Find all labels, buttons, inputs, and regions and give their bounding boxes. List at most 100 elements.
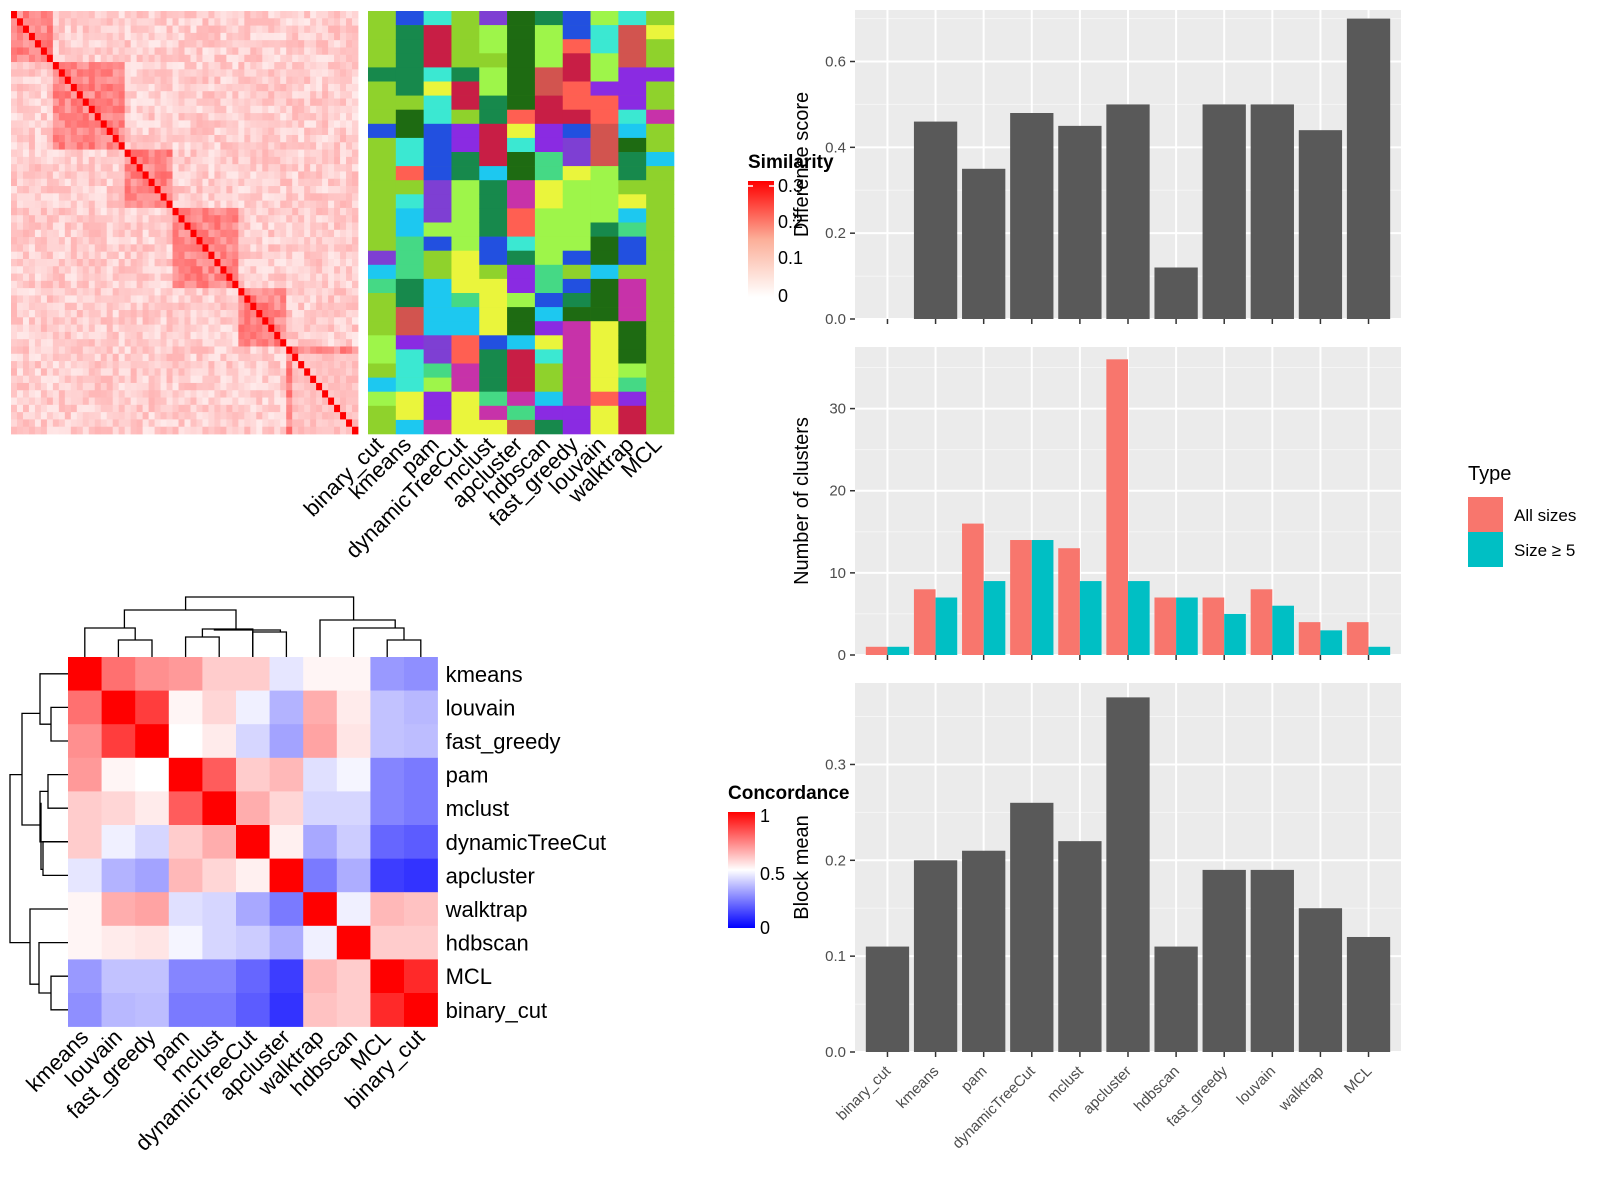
similarity-cell xyxy=(40,251,48,260)
similarity-cell xyxy=(118,382,126,391)
similarity-cell xyxy=(40,186,48,194)
similarity-cell xyxy=(310,40,317,48)
similarity-cell xyxy=(256,368,263,377)
similarity-cell xyxy=(226,164,233,172)
similarity-cell xyxy=(214,11,221,19)
assignment-cell xyxy=(562,236,591,251)
similarity-cell xyxy=(118,273,126,282)
assignment-cell xyxy=(562,53,591,68)
similarity-cell xyxy=(214,120,221,129)
similarity-cell xyxy=(190,120,197,129)
similarity-cell xyxy=(202,186,209,194)
concordance-row-label: mclust xyxy=(446,796,510,821)
similarity-cell xyxy=(220,419,227,428)
concordance-cell xyxy=(135,657,170,691)
similarity-cell xyxy=(232,200,239,209)
similarity-cell xyxy=(106,346,114,355)
similarity-cell xyxy=(280,200,287,209)
similarity-cell xyxy=(130,317,138,325)
similarity-cell xyxy=(142,266,149,274)
similarity-cell xyxy=(82,317,90,325)
concordance-cell xyxy=(236,791,270,826)
similarity-cell xyxy=(208,222,215,231)
similarity-cell xyxy=(100,54,108,63)
similarity-cell xyxy=(346,91,353,99)
similarity-cell xyxy=(118,113,126,121)
similarity-cell xyxy=(94,244,102,253)
similarity-cell xyxy=(190,69,197,78)
similarity-cell xyxy=(286,32,293,41)
similarity-cell xyxy=(202,375,209,384)
similarity-cell xyxy=(22,302,30,311)
similarity-cell xyxy=(46,302,54,311)
similarity-cell xyxy=(202,164,209,172)
similarity-cell xyxy=(292,288,299,296)
similarity-cell xyxy=(196,120,203,129)
similarity-cell xyxy=(190,339,197,347)
similarity-cell xyxy=(124,426,132,435)
similarity-cell xyxy=(22,280,30,289)
similarity-cell xyxy=(232,91,239,99)
similarity-cell xyxy=(88,200,96,209)
similarity-cell xyxy=(304,375,311,384)
similarity-cell xyxy=(196,142,203,150)
similarity-cell xyxy=(106,156,114,165)
similarity-cell xyxy=(244,390,251,398)
dendrogram-branch xyxy=(117,639,153,657)
assignment-cell xyxy=(451,95,480,110)
similarity-cell xyxy=(94,186,102,194)
similarity-cell xyxy=(310,18,317,26)
y-axis-title: Block mean xyxy=(791,815,813,920)
assignment-cell xyxy=(395,405,424,421)
assignment-cell xyxy=(395,335,424,350)
similarity-cell xyxy=(196,288,203,296)
assignment-cell xyxy=(646,194,675,209)
similarity-cell xyxy=(322,288,329,296)
similarity-cell xyxy=(58,222,66,231)
similarity-cell xyxy=(100,273,108,282)
similarity-cell xyxy=(352,295,359,304)
similarity-cell xyxy=(196,382,203,391)
similarity-cell xyxy=(34,273,42,282)
similarity-cell xyxy=(250,193,257,202)
similarity-cell xyxy=(250,134,257,143)
similarity-cell xyxy=(250,127,257,136)
similarity-cell xyxy=(202,134,209,143)
similarity-cell xyxy=(136,25,144,34)
similarity-cell xyxy=(298,11,305,19)
similarity-cell xyxy=(346,237,353,245)
similarity-cell xyxy=(268,186,275,194)
concordance-cell xyxy=(336,892,371,927)
similarity-cell xyxy=(262,18,269,26)
similarity-cell xyxy=(106,324,114,333)
similarity-cell xyxy=(268,229,275,238)
similarity-cell xyxy=(70,91,78,99)
similarity-cell xyxy=(244,215,251,223)
similarity-cell xyxy=(148,54,155,63)
similarity-cell xyxy=(310,105,317,114)
similarity-cell xyxy=(58,346,66,355)
similarity-cell xyxy=(82,404,90,413)
similarity-cell xyxy=(196,426,203,435)
similarity-cell xyxy=(154,171,161,180)
similarity-cell xyxy=(118,25,126,34)
similarity-cell xyxy=(64,251,72,260)
similarity-cell xyxy=(40,368,48,377)
similarity-cell xyxy=(286,258,293,267)
similarity-cell xyxy=(274,251,281,260)
assignment-cell xyxy=(590,208,619,223)
similarity-cell xyxy=(100,91,108,99)
similarity-cell xyxy=(136,120,144,129)
similarity-cell xyxy=(124,91,132,99)
similarity-cell xyxy=(178,186,185,194)
similarity-cell xyxy=(328,324,335,333)
assignment-cell xyxy=(646,250,675,266)
similarity-cell xyxy=(190,105,197,114)
assignment-cell xyxy=(423,377,452,392)
similarity-cell xyxy=(250,149,257,158)
similarity-cell xyxy=(40,361,48,369)
similarity-cell xyxy=(214,222,221,231)
similarity-cell xyxy=(346,412,353,420)
similarity-cell xyxy=(64,353,72,362)
similarity-cell xyxy=(286,412,293,420)
